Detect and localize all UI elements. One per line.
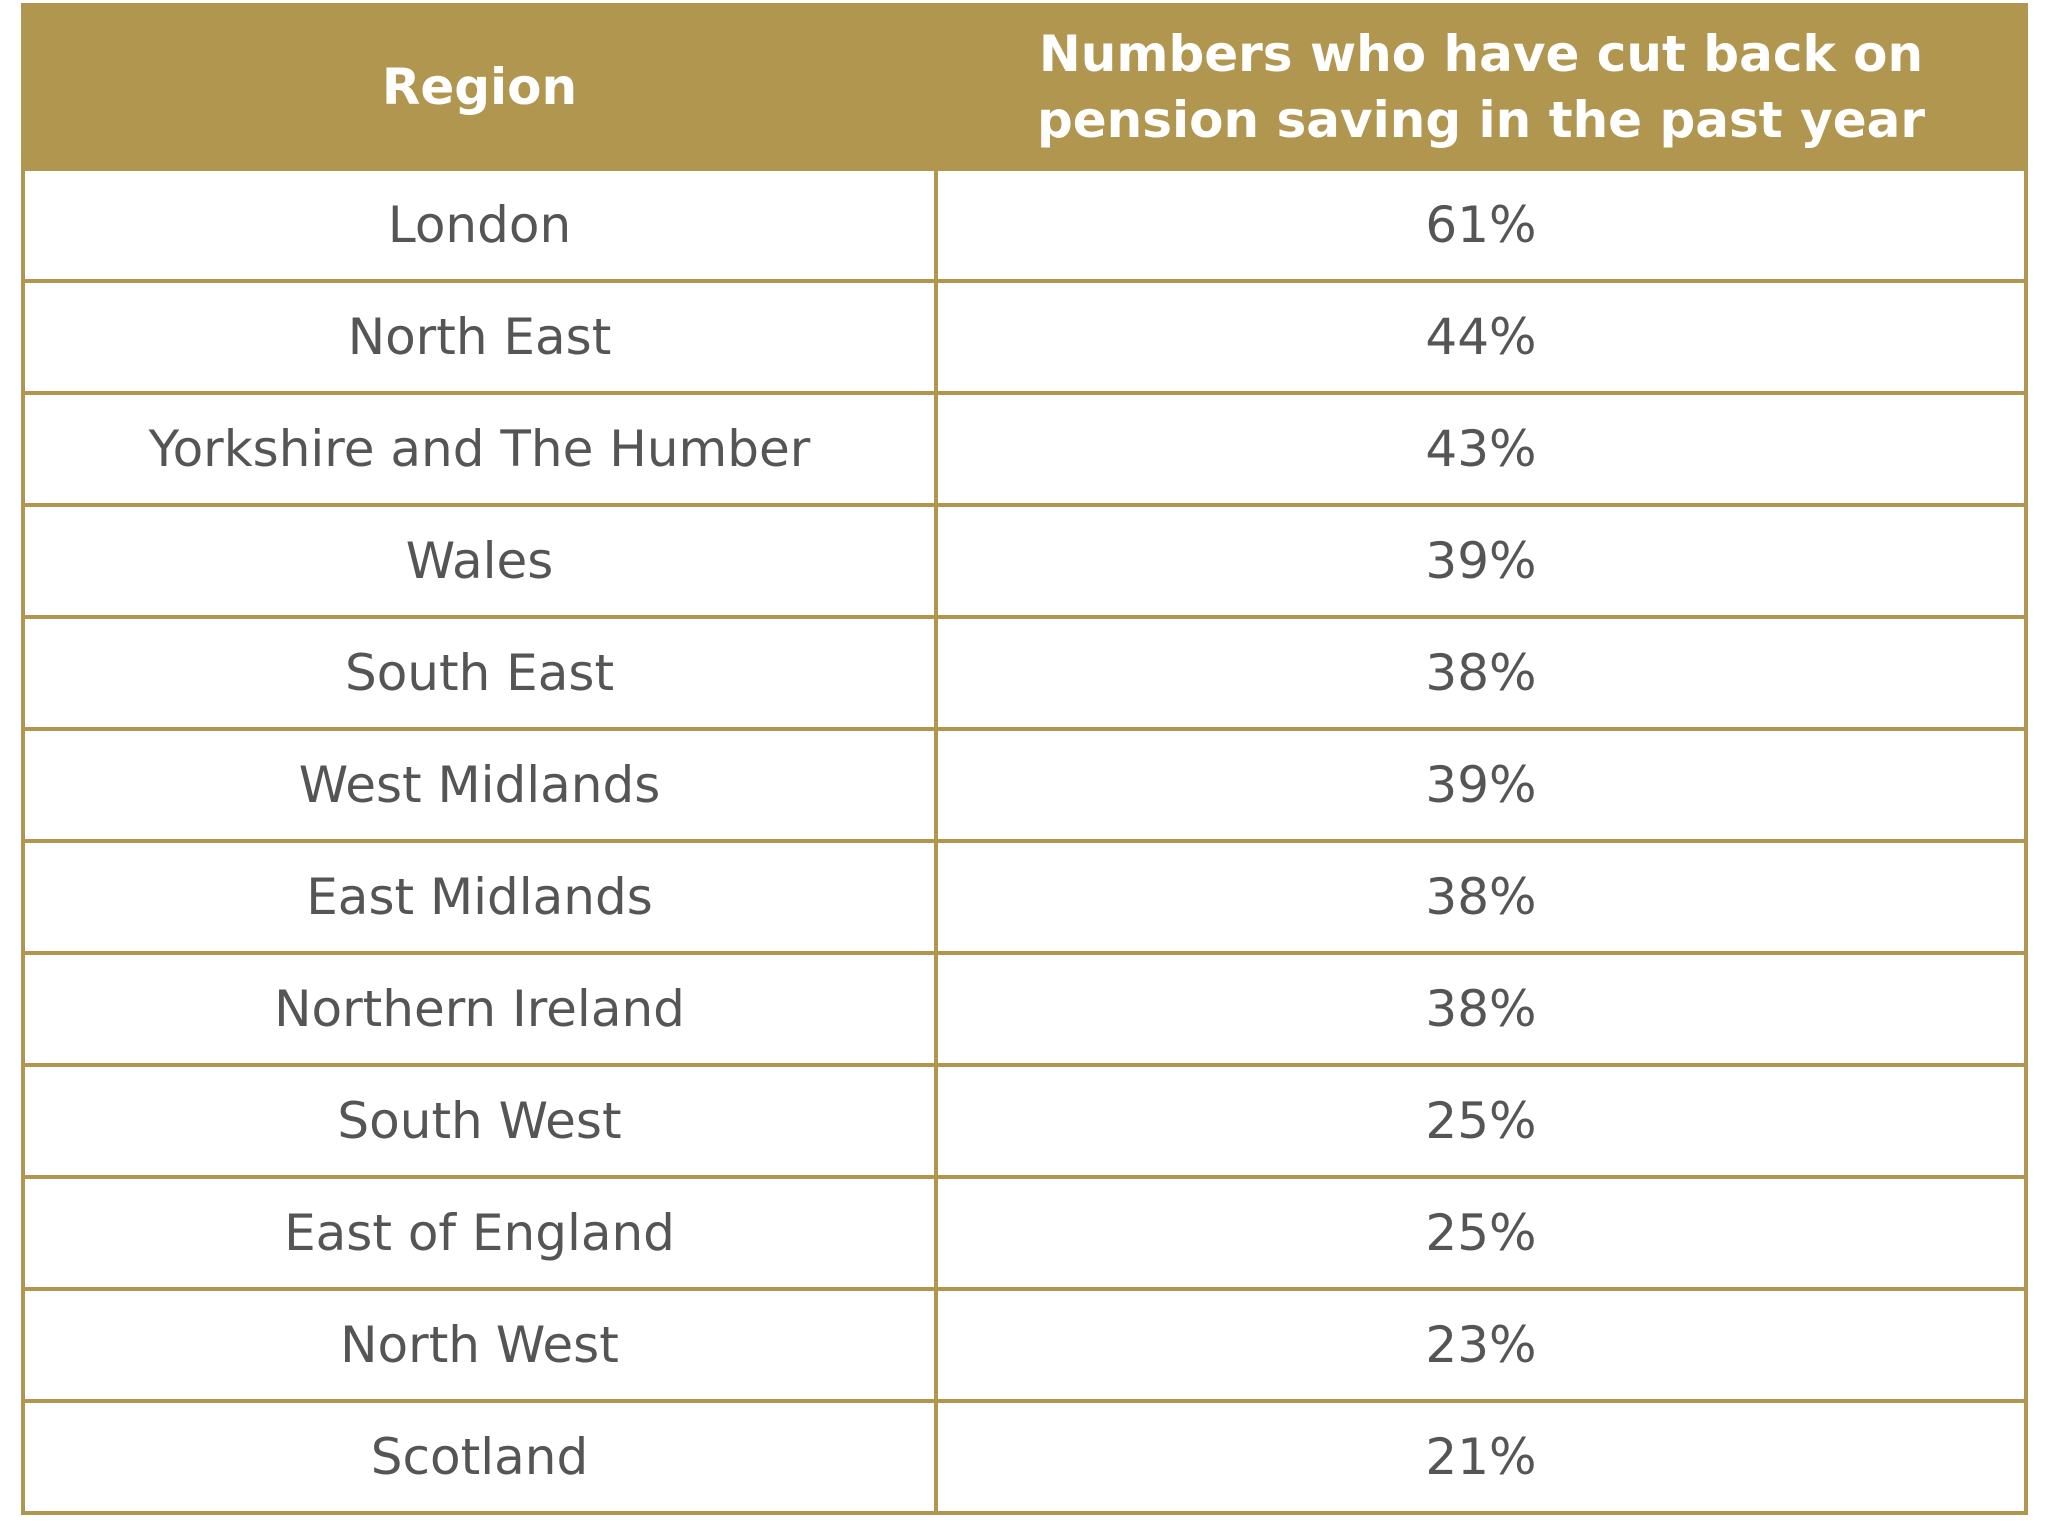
value-cell: 25% bbox=[934, 1175, 2028, 1291]
table-row: Northern Ireland 38% bbox=[21, 951, 2028, 1067]
value-cell: 38% bbox=[934, 615, 2028, 731]
table-row: Scotland 21% bbox=[21, 1399, 2028, 1515]
table-row: Yorkshire and The Humber 43% bbox=[21, 391, 2028, 507]
table-row: North West 23% bbox=[21, 1287, 2028, 1403]
table-body: London 61% North East 44% Yorkshire and The … bbox=[21, 167, 2028, 1515]
value-cell: 61% bbox=[934, 167, 2028, 283]
region-cell: Wales bbox=[21, 503, 938, 619]
table-row: Wales 39% bbox=[21, 503, 2028, 619]
region-cell: Northern Ireland bbox=[21, 951, 938, 1067]
region-cell: East Midlands bbox=[21, 839, 938, 955]
header-row: Region Numbers who have cut back on pensi… bbox=[21, 3, 2028, 171]
header-cell: Numbers who have cut back on pension sav… bbox=[934, 3, 2028, 171]
region-cell: East of England bbox=[21, 1175, 938, 1291]
region-cell: South West bbox=[21, 1063, 938, 1179]
table-row: East of England 25% bbox=[21, 1175, 2028, 1291]
region-cell: Yorkshire and The Humber bbox=[21, 391, 938, 507]
region-cell: North West bbox=[21, 1287, 938, 1403]
value-cell: 38% bbox=[934, 839, 2028, 955]
table-row: East Midlands 38% bbox=[21, 839, 2028, 955]
value-cell: 25% bbox=[934, 1063, 2028, 1179]
table-row: North East 44% bbox=[21, 279, 2028, 395]
value-cell: 23% bbox=[934, 1287, 2028, 1403]
value-cell: 21% bbox=[934, 1399, 2028, 1515]
table-row: South East 38% bbox=[21, 615, 2028, 731]
value-cell: 39% bbox=[934, 503, 2028, 619]
region-cell: Scotland bbox=[21, 1399, 938, 1515]
region-cell: London bbox=[21, 167, 938, 283]
value-cell: 39% bbox=[934, 727, 2028, 843]
value-cell: 44% bbox=[934, 279, 2028, 395]
value-cell: 43% bbox=[934, 391, 2028, 507]
region-cell: North East bbox=[21, 279, 938, 395]
table-row: South West 25% bbox=[21, 1063, 2028, 1179]
value-cell: 38% bbox=[934, 951, 2028, 1067]
table-row: London 61% bbox=[21, 167, 2028, 283]
region-table: Region Numbers who have cut back on pensi… bbox=[21, 3, 2028, 1515]
region-cell: South East bbox=[21, 615, 938, 731]
header-cell: Region bbox=[21, 3, 938, 171]
table-row: West Midlands 39% bbox=[21, 727, 2028, 843]
region-cell: West Midlands bbox=[21, 727, 938, 843]
